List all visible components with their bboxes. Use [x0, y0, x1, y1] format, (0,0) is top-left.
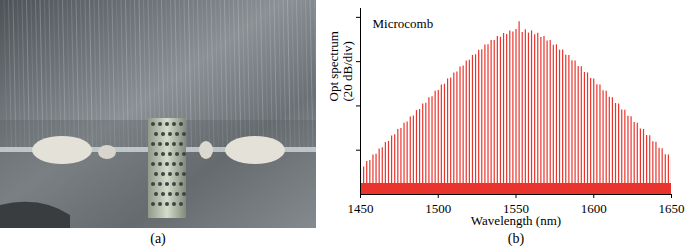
html-text:(a): (a)	[150, 231, 166, 246]
html-text:(b): (b)	[507, 231, 525, 246]
svg-text:1650: 1650	[659, 201, 685, 216]
svg-text:Microcomb: Microcomb	[373, 16, 434, 31]
svg-text:1450: 1450	[348, 201, 374, 216]
svg-text:1600: 1600	[581, 201, 607, 216]
svg-text:Wavelength (nm): Wavelength (nm)	[471, 213, 561, 228]
svg-text:1500: 1500	[425, 201, 451, 216]
svg-text:1550: 1550	[503, 200, 529, 216]
svg-text:Opt spectrum(20 dB/div): Opt spectrum(20 dB/div)	[326, 31, 355, 101]
